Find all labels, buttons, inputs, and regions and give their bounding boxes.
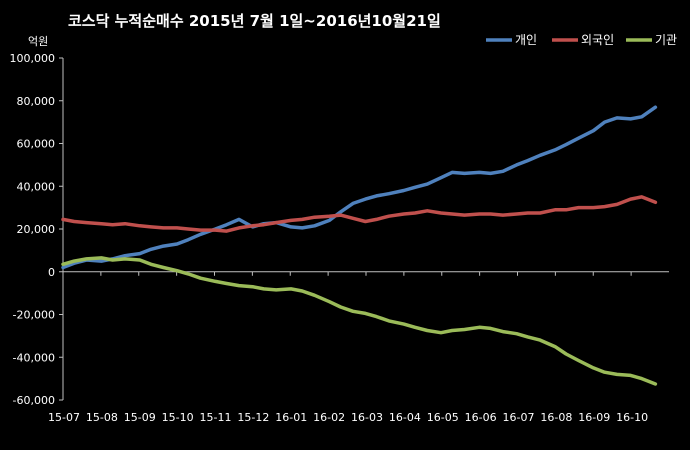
series-layer [61,105,658,386]
x-tick-label: 16-05 [427,411,459,424]
plot-area [63,58,669,400]
x-tick-label: 16-02 [313,411,345,424]
x-tick-label: 15-12 [237,411,269,424]
axes: 100,000 80,000 60,000 40,000 20,000 0 -20,000 -… [10,52,669,424]
x-tick-label: 15-11 [200,411,232,424]
x-tick-label: 15-07 [48,411,80,424]
y-tick-label: -20,000 [13,309,55,322]
chart-title: 코스닥 누적순매수 2015년 7월 1일~2016년10월21일 [68,12,441,30]
x-tick-label: 15-09 [124,411,156,424]
y-axis-unit: 억원 [28,35,48,48]
x-tick-label: 16-01 [275,411,307,424]
x-tick-label: 16-09 [578,411,610,424]
legend: 개인 외국인 기관 [486,33,677,47]
y-tick-label: 40,000 [17,180,56,193]
x-tick-label: 15-10 [162,411,194,424]
x-tick-label: 15-08 [86,411,118,424]
y-tick-label: 0 [48,266,55,279]
y-tick-label: 100,000 [10,52,56,65]
legend-label: 기관 [655,33,677,47]
x-tick-label: 16-08 [540,411,572,424]
x-tick-label: 16-07 [503,411,535,424]
legend-label: 외국인 [581,33,614,47]
x-tick-label: 16-04 [389,411,421,424]
x-tick-label: 16-03 [351,411,383,424]
y-tick-label: -60,000 [13,394,55,407]
y-tick-label: 20,000 [17,223,56,236]
legend-label: 개인 [515,33,537,47]
series-line-외국인 [61,195,658,233]
y-tick-label: -40,000 [13,351,55,364]
series-line-개인 [61,105,658,270]
y-tick-label: 60,000 [17,138,56,151]
series-line-기관 [61,256,658,386]
x-tick-label: 16-10 [616,411,648,424]
y-tick-label: 80,000 [17,95,56,108]
x-tick-label: 16-06 [465,411,497,424]
